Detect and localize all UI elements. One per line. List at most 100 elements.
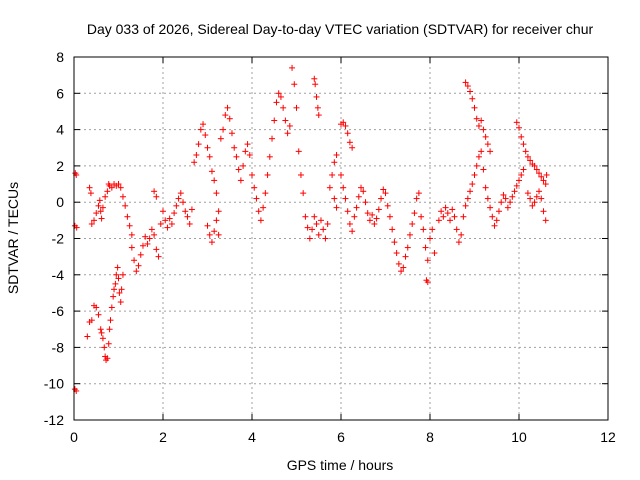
data-point (484, 141, 491, 148)
data-point (375, 206, 382, 213)
data-point (116, 289, 123, 296)
data-point (391, 239, 398, 246)
data-point (495, 208, 502, 215)
x-tick-label: 10 (511, 429, 527, 445)
data-point (518, 171, 525, 178)
data-point (382, 190, 389, 197)
data-point (240, 162, 247, 169)
data-point (96, 197, 103, 204)
data-point (369, 211, 376, 218)
data-point (91, 217, 98, 224)
data-point (131, 257, 138, 264)
data-point (411, 210, 418, 217)
data-point (324, 220, 331, 227)
data-point (112, 280, 119, 287)
data-point (280, 104, 287, 111)
data-point (349, 144, 356, 151)
data-point (213, 190, 220, 197)
data-point (344, 130, 351, 137)
data-point (533, 166, 540, 173)
data-point (284, 130, 291, 137)
data-point (480, 166, 487, 173)
data-point (231, 144, 238, 151)
data-point (458, 231, 465, 238)
data-point (527, 195, 534, 202)
data-point (188, 206, 195, 213)
data-point (171, 210, 178, 217)
data-point (118, 286, 125, 293)
data-point (264, 171, 271, 178)
data-point (516, 124, 522, 131)
data-point (153, 246, 160, 253)
data-point (266, 153, 273, 160)
data-point (331, 195, 338, 202)
data-point (155, 253, 162, 260)
data-point (520, 166, 527, 173)
data-point (144, 240, 151, 247)
data-point (95, 311, 102, 318)
data-point (455, 239, 462, 246)
data-point (529, 202, 536, 209)
data-point (409, 220, 416, 227)
data-point (507, 199, 514, 206)
data-point (98, 215, 105, 222)
data-point (511, 188, 518, 195)
data-point (313, 220, 320, 227)
data-point (413, 195, 420, 202)
y-axis-label: SDTVAR / TECUs (5, 182, 21, 294)
data-point (206, 153, 213, 160)
data-point (222, 112, 229, 119)
data-point (364, 210, 371, 217)
data-point (378, 195, 385, 202)
data-point (498, 199, 505, 206)
plot-frame (73, 56, 609, 421)
data-point (406, 231, 413, 238)
data-point (197, 126, 204, 133)
data-point (206, 231, 213, 238)
x-tick-label: 0 (70, 429, 78, 445)
data-point (524, 190, 531, 197)
data-point (104, 355, 111, 362)
data-point (500, 191, 507, 198)
data-point (246, 152, 253, 159)
data-point (386, 213, 393, 220)
data-point (98, 329, 105, 336)
data-point (482, 184, 489, 191)
data-point (217, 135, 224, 142)
data-point (489, 213, 496, 220)
data-point (349, 228, 356, 235)
data-point (277, 93, 284, 100)
data-point (478, 117, 485, 124)
data-point (220, 126, 227, 133)
data-point (87, 190, 94, 197)
data-point (540, 208, 547, 215)
data-point (215, 208, 222, 215)
x-axis-label: GPS time / hours (287, 457, 394, 473)
axis-ticks: 0 2 4 6 8 10 12 -12 -10 -8 -6 -4 -2 0 2 4 6 8 (44, 49, 616, 445)
data-point (244, 141, 251, 148)
data-point (462, 79, 469, 86)
data-point (135, 262, 142, 269)
data-point (449, 206, 456, 213)
data-point (293, 104, 300, 111)
data-point (208, 239, 215, 246)
data-point (297, 171, 304, 178)
data-point (533, 193, 540, 200)
data-point (400, 264, 407, 271)
y-tick-label: -12 (44, 412, 64, 428)
data-point (306, 235, 313, 242)
data-point (226, 115, 233, 122)
data-point (93, 210, 100, 217)
data-point (104, 188, 111, 195)
data-point (467, 88, 474, 95)
data-point (358, 184, 365, 191)
data-point (424, 279, 431, 286)
data-point (322, 235, 329, 242)
data-point (195, 141, 202, 148)
data-point (148, 226, 155, 233)
data-point (300, 190, 307, 197)
y-tick-label: 4 (56, 122, 64, 138)
data-points (71, 64, 550, 394)
data-point (317, 217, 324, 224)
